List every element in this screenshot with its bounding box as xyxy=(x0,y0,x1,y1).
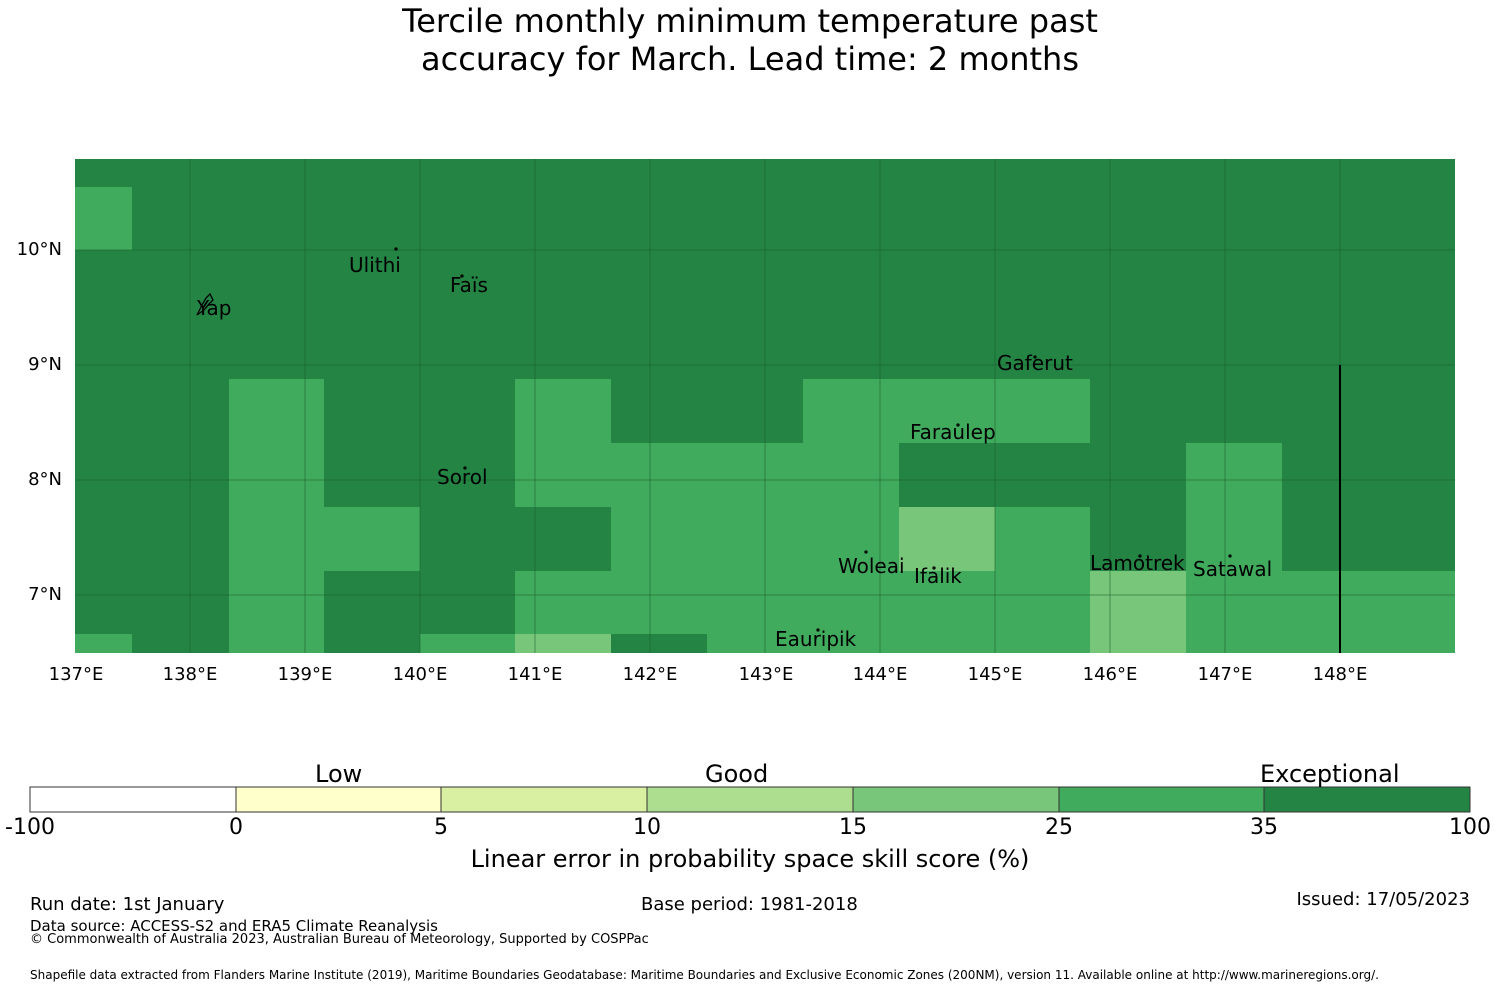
place-label-lamotrek: Lamotrek xyxy=(1090,551,1185,575)
place-label-fais: Faïs xyxy=(450,273,488,297)
island-dot xyxy=(864,550,868,554)
island-dot xyxy=(394,247,398,251)
map-cell xyxy=(229,379,324,653)
island-dot xyxy=(816,628,820,632)
colorbar-segment xyxy=(852,786,1060,813)
map-cell xyxy=(515,379,611,507)
lon-label: 147°E xyxy=(1197,664,1253,685)
lon-label: 140°E xyxy=(392,664,448,685)
place-label-woleai: Woleai xyxy=(838,554,905,578)
island-dot xyxy=(956,423,960,427)
map-cell xyxy=(324,571,420,653)
map-cell xyxy=(707,634,803,653)
yap-island-outline xyxy=(196,292,214,316)
lon-label: 146°E xyxy=(1082,664,1138,685)
lat-label: 8°N xyxy=(28,469,62,490)
island-dot xyxy=(463,466,467,470)
colorbar-segment xyxy=(440,786,648,813)
map-cell xyxy=(803,443,899,653)
map-cell xyxy=(611,443,803,634)
map-cell xyxy=(75,187,132,250)
colorbar-tick: 10 xyxy=(633,815,661,840)
colorbar-tick: -100 xyxy=(5,815,55,840)
category-label-exceptional: Exceptional xyxy=(1260,760,1400,788)
category-label-good: Good xyxy=(705,760,769,788)
lon-label: 145°E xyxy=(967,664,1023,685)
place-label-satawal: Satawal xyxy=(1193,557,1273,581)
lon-label: 143°E xyxy=(738,664,794,685)
island-dot xyxy=(1228,554,1232,558)
lon-label: 137°E xyxy=(48,664,104,685)
place-label-eauripik: Eauripik xyxy=(775,627,857,651)
map-cell xyxy=(515,634,611,653)
map-cell xyxy=(1090,571,1186,653)
map-cell xyxy=(75,634,132,653)
colorbar-title: Linear error in probability space skill … xyxy=(470,845,1030,873)
run-date: Run date: 1st January xyxy=(30,894,225,915)
lon-label: 138°E xyxy=(162,664,218,685)
island-dot xyxy=(1138,554,1142,558)
map-cell xyxy=(1186,443,1282,653)
map-cell xyxy=(420,634,515,653)
place-label-faraulep: Faraulep xyxy=(910,420,996,444)
map-cell xyxy=(1282,571,1455,653)
colorbar-segment xyxy=(235,786,442,813)
shapefile-credit: Shapefile data extracted from Flanders M… xyxy=(30,968,1379,982)
colorbar-tick: 25 xyxy=(1045,815,1073,840)
colorbar-tick: 0 xyxy=(229,815,243,840)
lon-label: 141°E xyxy=(507,664,563,685)
place-label-ulithi: Ulithi xyxy=(349,253,401,277)
lat-label: 10°N xyxy=(16,239,62,260)
copyright: © Commonwealth of Australia 2023, Austra… xyxy=(30,932,649,947)
colorbar-segment xyxy=(29,786,237,813)
category-label-low: Low xyxy=(315,760,363,788)
lon-label: 139°E xyxy=(277,664,333,685)
map-cell xyxy=(611,634,707,653)
data-source: Data source: ACCESS-S2 and ERA5 Climate … xyxy=(30,917,438,935)
issued-date: Issued: 17/05/2023 xyxy=(1296,889,1470,910)
place-label-sorol: Sorol xyxy=(437,465,488,489)
colorbar-tick: 5 xyxy=(434,815,448,840)
colorbar-segment xyxy=(1263,786,1471,813)
place-label-yap: Yap xyxy=(197,296,232,320)
island-dot xyxy=(1033,355,1037,359)
colorbar-tick: 100 xyxy=(1449,815,1491,840)
colorbar xyxy=(29,786,1471,813)
map-cell xyxy=(324,507,420,571)
map-cell xyxy=(515,571,611,634)
lon-label: 142°E xyxy=(622,664,678,685)
colorbar-tick: 35 xyxy=(1250,815,1278,840)
place-label-gaferut: Gaferut xyxy=(997,351,1073,375)
lon-label: 148°E xyxy=(1312,664,1368,685)
island-dot xyxy=(932,566,936,570)
lat-label: 7°N xyxy=(28,584,62,605)
map-cell xyxy=(1090,443,1186,507)
island-outlines xyxy=(196,247,1232,632)
title-line-2: accuracy for March. Lead time: 2 months xyxy=(421,40,1079,78)
chart-title: Tercile monthly minimum temperature past… xyxy=(0,2,1500,78)
colorbar-segment xyxy=(646,786,854,813)
lon-label: 144°E xyxy=(852,664,908,685)
colorbar-segment xyxy=(1058,786,1265,813)
colorbar-tick: 15 xyxy=(839,815,867,840)
base-period: Base period: 1981-2018 xyxy=(641,894,858,915)
map-cell xyxy=(803,379,1090,443)
map-cell xyxy=(899,507,995,571)
lat-label: 9°N xyxy=(28,354,62,375)
title-line-1: Tercile monthly minimum temperature past xyxy=(402,2,1098,40)
island-dot xyxy=(460,274,464,278)
place-label-ifalik: Ifalik xyxy=(914,564,962,588)
